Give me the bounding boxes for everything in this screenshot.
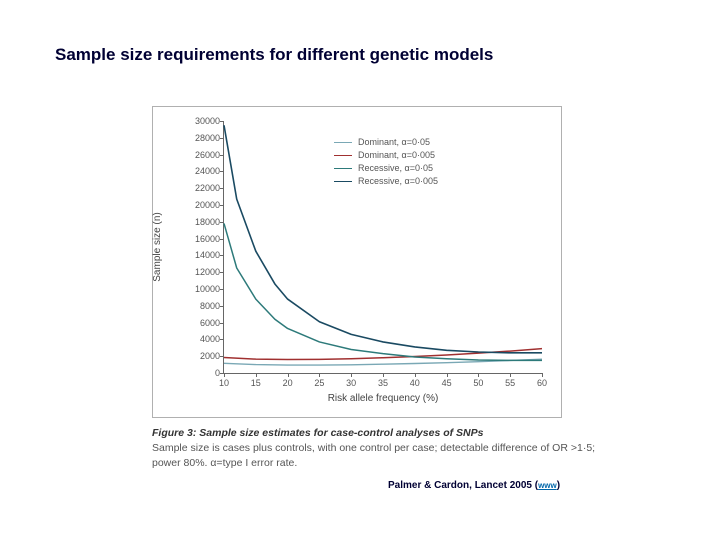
- caption-title: Sample size estimates for case-control a…: [199, 427, 483, 439]
- y-tick-label: 6000: [200, 318, 224, 328]
- citation-text: Palmer & Cardon, Lancet 2005: [388, 480, 532, 491]
- x-tick-label: 40: [410, 373, 420, 388]
- y-tick-label: 28000: [195, 133, 224, 143]
- x-axis-label: Risk allele frequency (%): [328, 393, 439, 404]
- series-recessive-a005: [224, 125, 542, 353]
- y-tick-label: 2000: [200, 351, 224, 361]
- series-recessive-a05: [224, 223, 542, 360]
- y-tick-label: 18000: [195, 217, 224, 227]
- x-tick-label: 10: [219, 373, 229, 388]
- x-tick-label: 25: [314, 373, 324, 388]
- caption-prefix: Figure 3:: [152, 427, 196, 439]
- y-tick-label: 10000: [195, 284, 224, 294]
- x-tick-label: 35: [378, 373, 388, 388]
- x-tick-label: 30: [346, 373, 356, 388]
- x-tick-label: 55: [505, 373, 515, 388]
- y-tick-label: 4000: [200, 334, 224, 344]
- x-tick-label: 45: [442, 373, 452, 388]
- y-tick-label: 12000: [195, 267, 224, 277]
- plot-area: Sample size (n) Risk allele frequency (%…: [223, 121, 542, 374]
- chart-lines: [224, 121, 542, 373]
- y-tick-label: 26000: [195, 150, 224, 160]
- y-tick-label: 22000: [195, 183, 224, 193]
- figure-caption: Figure 3: Sample size estimates for case…: [152, 426, 600, 471]
- y-axis-label: Sample size (n): [152, 212, 163, 281]
- citation: Palmer & Cardon, Lancet 2005 (www): [388, 480, 560, 491]
- y-tick-label: 14000: [195, 250, 224, 260]
- citation-link[interactable]: www: [538, 481, 557, 490]
- y-tick-label: 24000: [195, 166, 224, 176]
- x-tick-label: 20: [283, 373, 293, 388]
- x-tick-label: 50: [473, 373, 483, 388]
- y-tick-label: 20000: [195, 200, 224, 210]
- figure-frame: Sample size (n) Risk allele frequency (%…: [152, 106, 562, 418]
- x-tick-label: 60: [537, 373, 547, 388]
- slide: Sample size requirements for different g…: [0, 0, 720, 540]
- caption-body: Sample size is cases plus controls, with…: [152, 441, 600, 471]
- y-tick-label: 30000: [195, 116, 224, 126]
- y-tick-label: 8000: [200, 301, 224, 311]
- x-tick-label: 15: [251, 373, 261, 388]
- slide-title: Sample size requirements for different g…: [55, 45, 665, 65]
- y-tick-label: 16000: [195, 234, 224, 244]
